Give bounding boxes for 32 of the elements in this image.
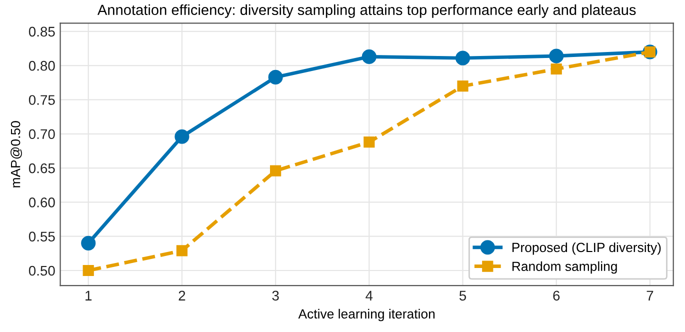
point xyxy=(82,264,94,276)
point xyxy=(176,245,188,256)
point xyxy=(549,48,564,64)
y-tick-label: 0.80 xyxy=(28,60,55,71)
x-axis-title: Active learning iteration xyxy=(298,308,435,322)
x-tick-label: 4 xyxy=(366,290,373,300)
point xyxy=(364,136,375,148)
point xyxy=(174,129,190,144)
point xyxy=(268,70,283,84)
point xyxy=(362,49,376,64)
x-tick-label: 6 xyxy=(553,290,560,301)
point xyxy=(270,165,282,176)
point xyxy=(457,80,468,92)
y-tick-label: 0.60 xyxy=(28,198,55,208)
x-tick-label: 7 xyxy=(646,290,654,300)
point xyxy=(455,50,470,66)
y-tick-label: 0.65 xyxy=(28,163,55,174)
x-tick-label: 3 xyxy=(272,290,279,301)
x-tick-label: 2 xyxy=(178,290,186,300)
point xyxy=(550,63,562,75)
x-tick-label: 5 xyxy=(459,290,466,301)
point xyxy=(81,236,96,250)
x-tick-label: 1 xyxy=(86,290,92,300)
y-axis-title: mAP@0.50 xyxy=(10,121,22,188)
chart-title: Annotation efficiency: diversity sampling attains top performance early and plateaus xyxy=(97,4,636,18)
legend-label: Proposed (CLIP diversity) xyxy=(512,242,661,255)
y-tick-label: 0.55 xyxy=(28,232,55,242)
y-tick-label: 0.70 xyxy=(28,129,55,140)
y-tick-label: 0.75 xyxy=(28,95,55,105)
y-tick-label: 0.85 xyxy=(28,26,55,37)
y-tick-label: 0.50 xyxy=(28,266,55,276)
legend-label: Random sampling xyxy=(512,261,617,274)
